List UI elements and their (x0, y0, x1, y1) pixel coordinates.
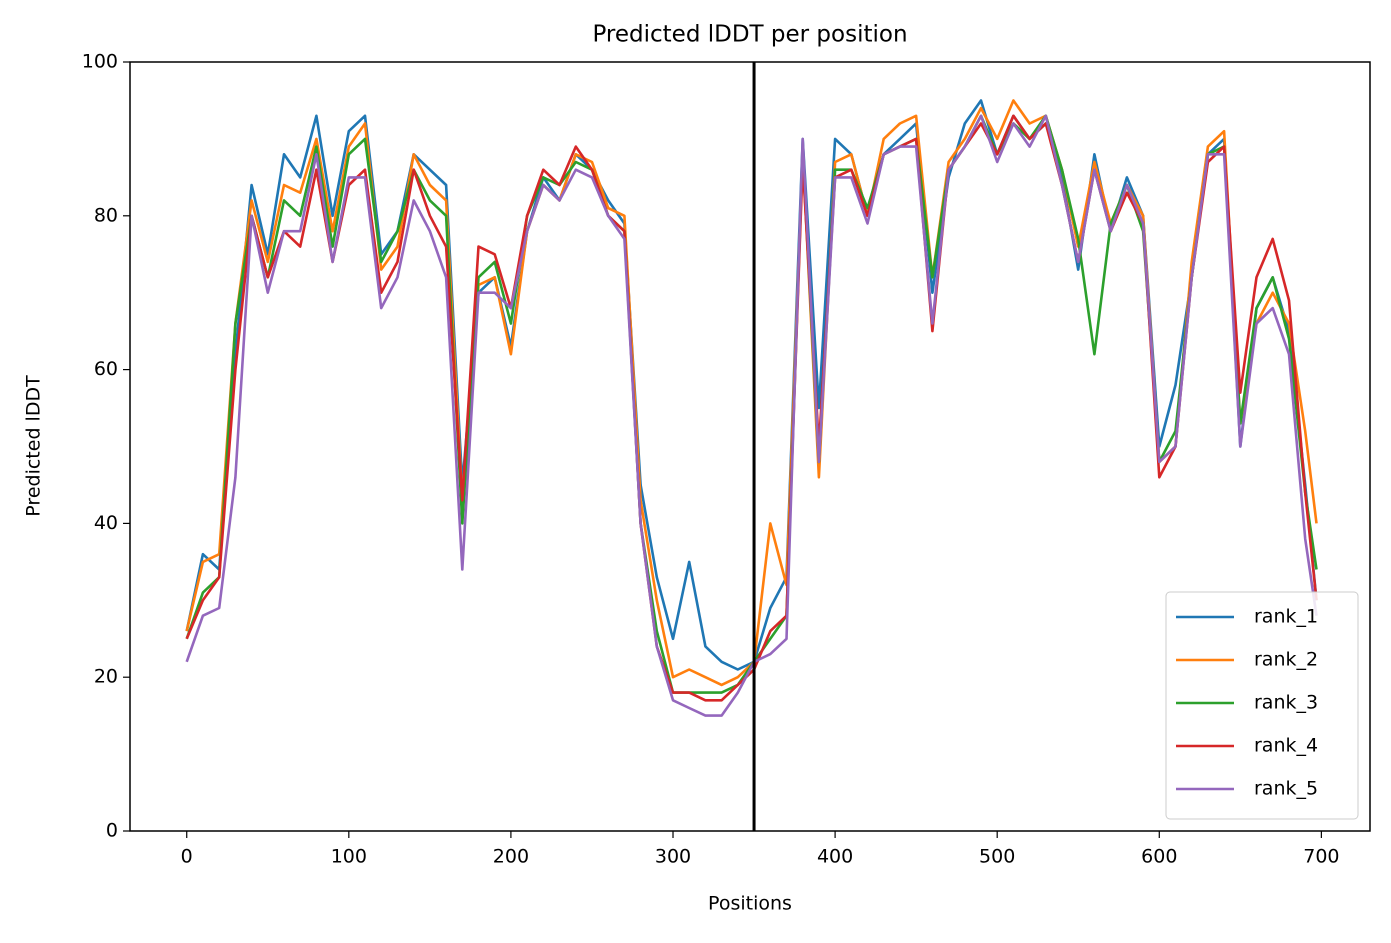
x-tick-label: 200 (493, 846, 529, 868)
series-line (185, 114, 1318, 717)
y-tick-label: 40 (94, 512, 118, 534)
series-line (185, 114, 1318, 702)
x-axis-label: Positions (708, 893, 792, 915)
legend-label: rank_1 (1254, 606, 1318, 628)
x-tick-label: 100 (331, 846, 367, 868)
x-tick-label: 400 (817, 846, 853, 868)
y-tick-label: 100 (82, 51, 118, 73)
y-tick-label: 60 (94, 358, 118, 380)
x-tick-label: 0 (181, 846, 193, 868)
y-tick-label: 0 (106, 820, 118, 842)
x-tick-label: 500 (979, 846, 1015, 868)
legend-label: rank_4 (1254, 735, 1318, 757)
series-line (185, 99, 1318, 671)
x-tick-label: 700 (1303, 846, 1339, 868)
series-line (185, 99, 1318, 687)
plot-frame (129, 61, 1371, 832)
y-tick-label: 80 (94, 204, 118, 226)
x-tick-label: 600 (1141, 846, 1177, 868)
legend-label: rank_5 (1254, 778, 1318, 800)
legend-box (1165, 591, 1359, 820)
chart-title: Predicted lDDT per position (592, 22, 907, 48)
series-line (185, 114, 1318, 694)
legend-label: rank_2 (1254, 649, 1318, 671)
y-tick-label: 20 (94, 666, 118, 688)
y-axis-label: Predicted lDDT (23, 375, 45, 517)
legend-label: rank_3 (1254, 692, 1318, 714)
x-tick-label: 300 (655, 846, 691, 868)
